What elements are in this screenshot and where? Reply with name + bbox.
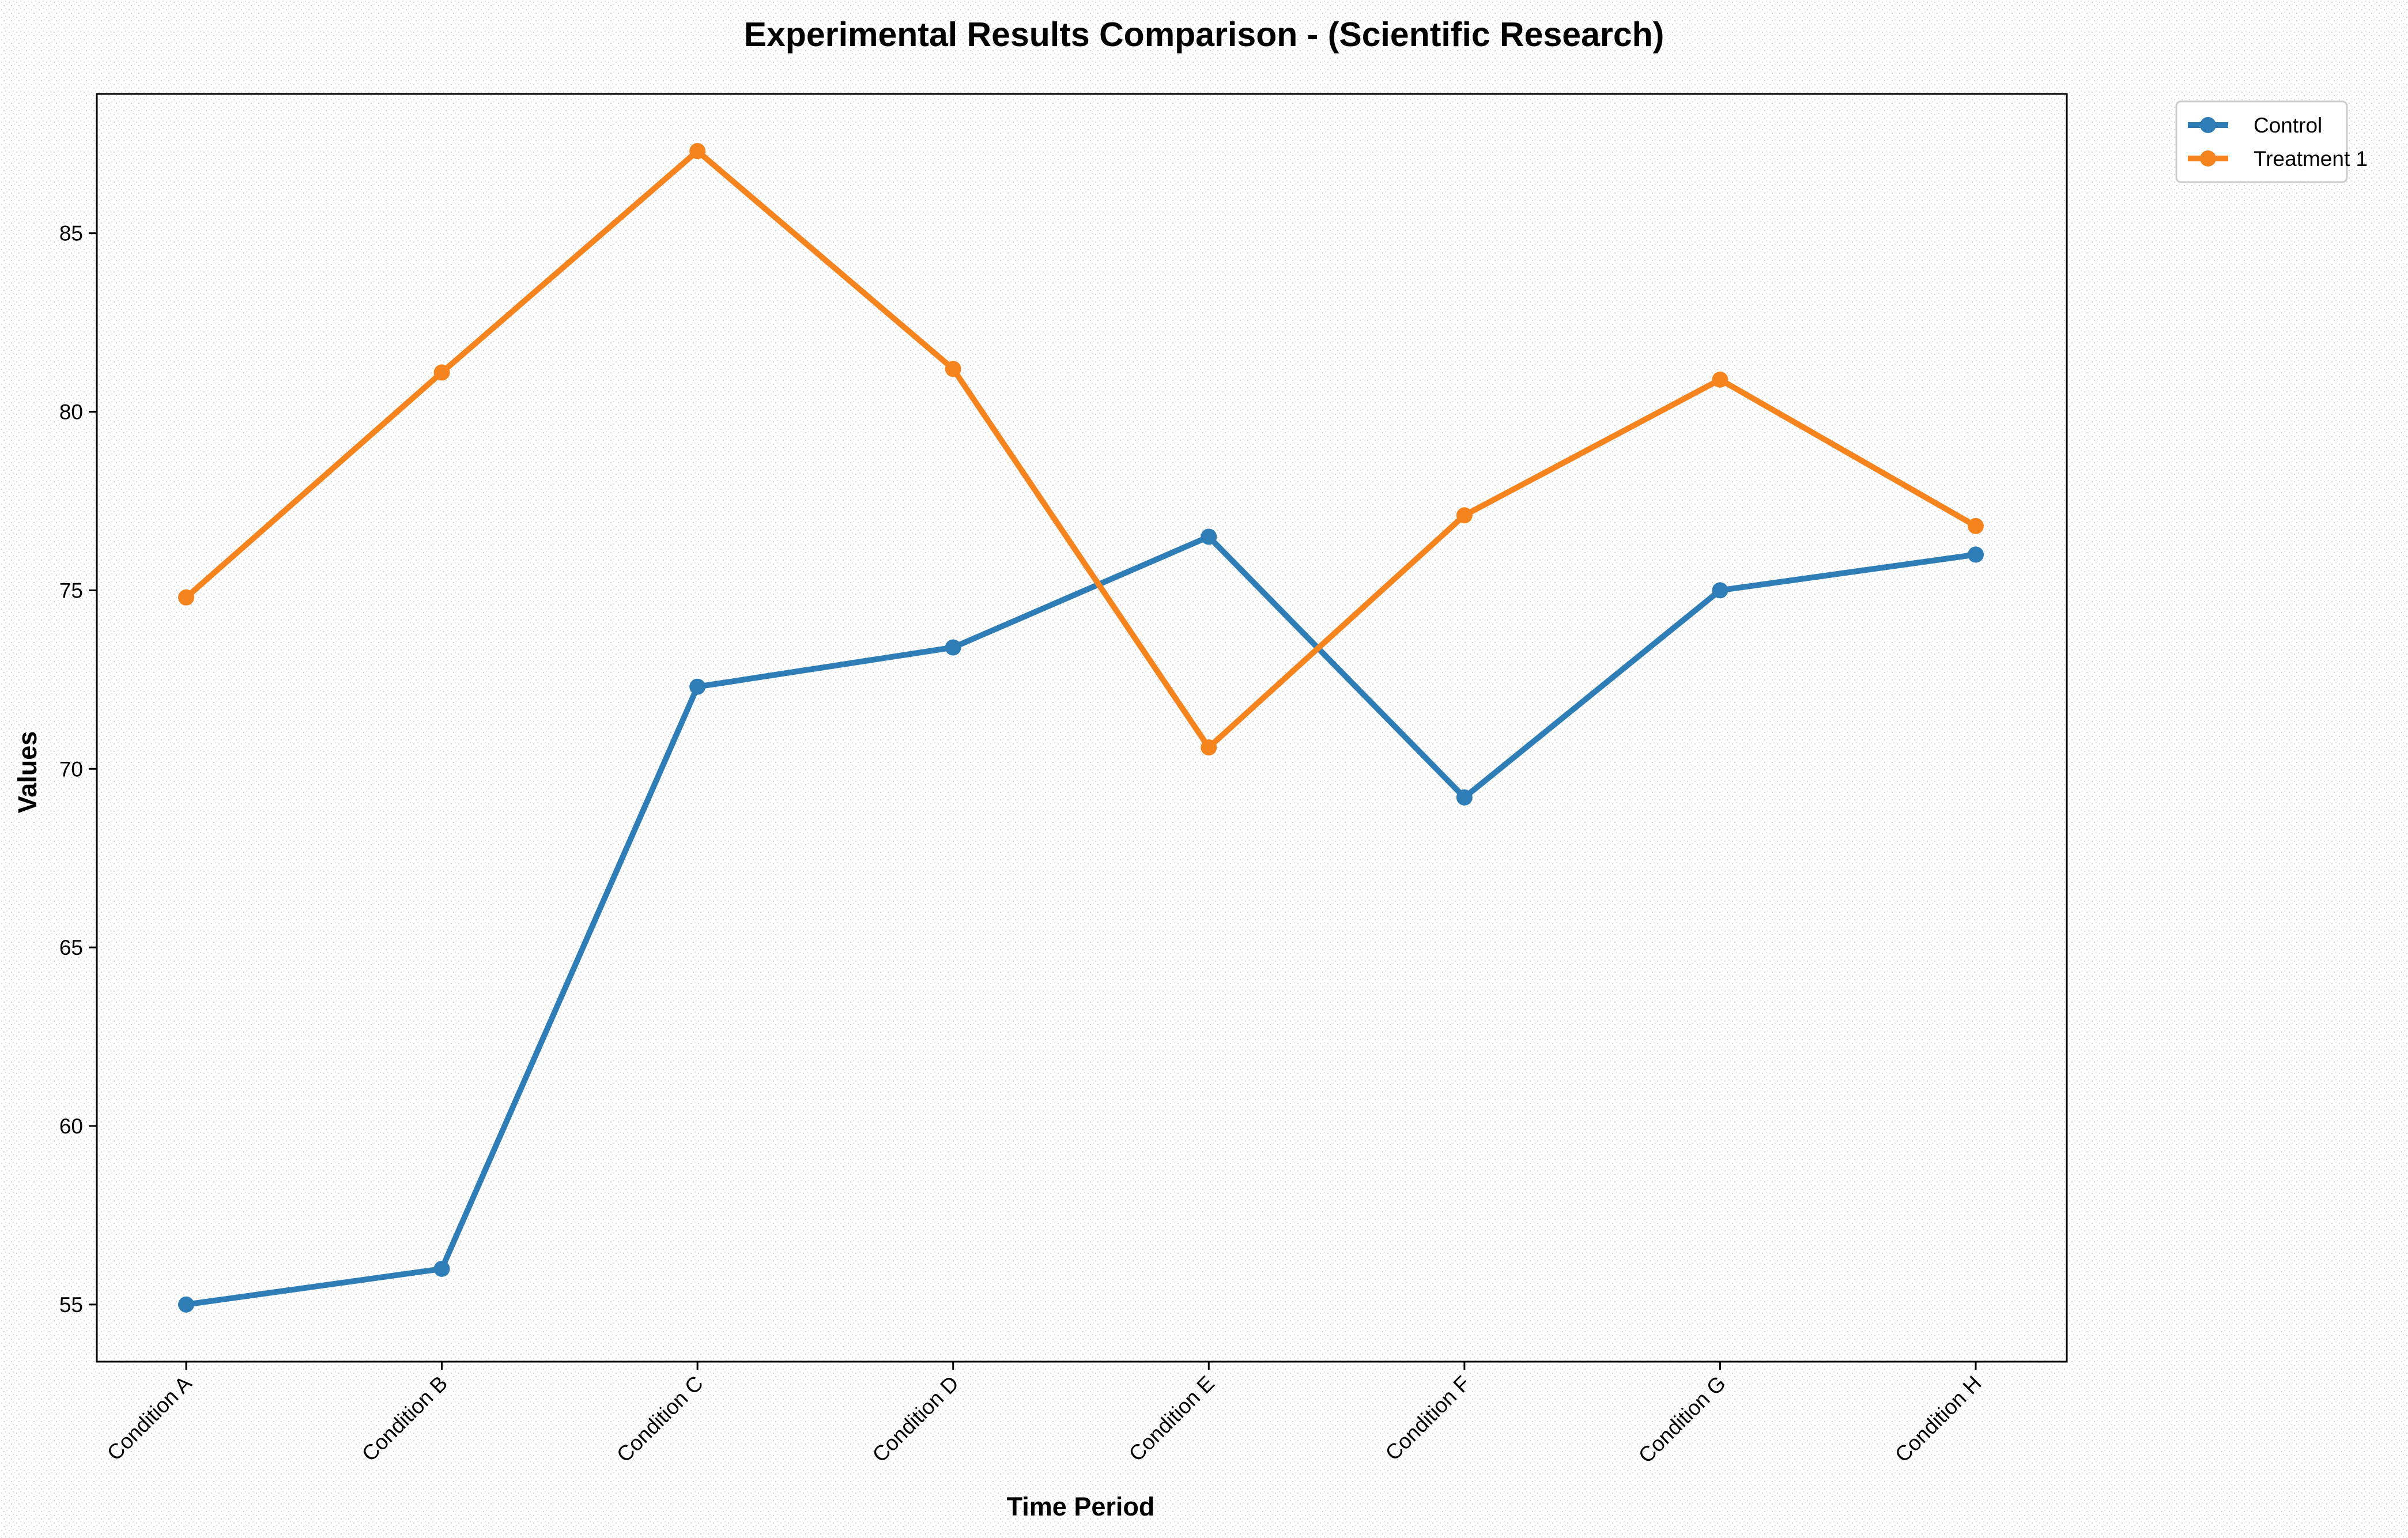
data-point: [178, 1296, 194, 1313]
legend-entry: Control: [2188, 114, 2322, 137]
data-point: [1201, 739, 1217, 756]
data-point: [433, 1260, 450, 1277]
y-tick-label: 65: [59, 936, 83, 959]
data-point: [178, 589, 194, 606]
plot-frame: [96, 93, 2068, 1363]
series-2: [178, 143, 1984, 756]
y-tick-label: 60: [59, 1114, 83, 1138]
legend-entry: Treatment 1: [2188, 147, 2368, 171]
data-point: [689, 678, 706, 695]
y-tick-label: 85: [59, 222, 83, 245]
data-point: [1968, 517, 1984, 534]
data-point: [945, 639, 961, 656]
series-line: [183, 534, 1979, 1308]
legend-label: Control: [2254, 114, 2322, 137]
legend-swatch-marker: [2200, 150, 2216, 167]
data-point: [433, 364, 450, 381]
legend-swatch-marker: [2200, 117, 2216, 133]
data-point: [1968, 546, 1984, 563]
legend-label: Treatment 1: [2254, 147, 2368, 171]
data-point: [1712, 582, 1728, 599]
y-tick-label: 55: [59, 1293, 83, 1317]
series-1: [178, 528, 1984, 1313]
y-axis-label: Values: [13, 731, 42, 814]
data-point: [1712, 371, 1728, 388]
y-tick-label: 75: [59, 579, 83, 602]
series-line: [183, 148, 1979, 751]
x-axis-label: Time Period: [1007, 1492, 1155, 1521]
legend: Control Treatment 1: [2175, 100, 2368, 183]
data-point: [1456, 789, 1473, 806]
data-point: [1456, 507, 1473, 524]
data-point: [945, 361, 961, 377]
data-point: [689, 143, 706, 160]
data-point: [1201, 528, 1217, 545]
y-tick-label: 70: [59, 757, 83, 781]
y-tick-label: 80: [59, 400, 83, 424]
chart-title: Experimental Results Comparison - (Scien…: [744, 16, 1665, 54]
legend-box: [2175, 100, 2348, 183]
